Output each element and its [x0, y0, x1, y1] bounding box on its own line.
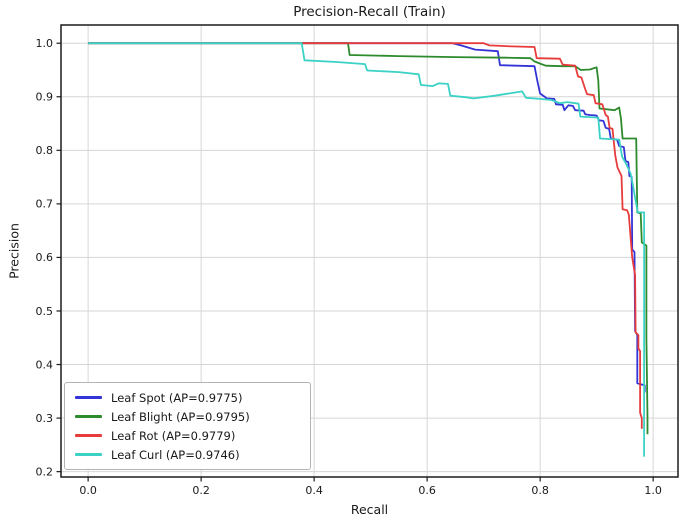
legend-label: Leaf Spot (AP=0.9775) [111, 390, 243, 405]
x-tick-label: 1.0 [644, 484, 662, 497]
x-tick-label: 0.2 [192, 484, 210, 497]
x-tick-label: 0.8 [531, 484, 549, 497]
legend-item-leaf-blight: Leaf Blight (AP=0.9795) [75, 410, 300, 424]
y-tick-label: 0.8 [36, 144, 54, 157]
legend-label: Leaf Curl (AP=0.9746) [111, 447, 240, 462]
plot-border [60, 24, 679, 478]
x-tick-label: 0.4 [305, 484, 323, 497]
chart-title: Precision-Recall (Train) [293, 4, 446, 20]
y-tick-label: 0.9 [36, 91, 54, 104]
y-tick-label: 0.7 [36, 198, 54, 211]
y-tick-label: 0.3 [36, 412, 54, 425]
series-line-leaf-curl [88, 42, 645, 457]
x-axis-label: Recall [350, 502, 389, 517]
legend-label: Leaf Rot (AP=0.9779) [111, 428, 236, 443]
legend-box: Leaf Spot (AP=0.9775) Leaf Blight (AP=0.9… [64, 382, 311, 470]
y-tick-label: 0.6 [36, 251, 54, 264]
x-tick-label: 0.0 [79, 484, 97, 497]
legend-label: Leaf Blight (AP=0.9795) [111, 409, 250, 424]
y-tick-label: 0.4 [36, 358, 54, 371]
legend-line-swatch [75, 396, 102, 399]
legend-line-swatch [75, 415, 102, 418]
x-tick-label: 0.6 [418, 484, 436, 497]
y-tick-label: 0.5 [36, 305, 54, 318]
legend-line-swatch [75, 434, 102, 437]
series-line-leaf-rot [88, 42, 643, 429]
y-tick-label: 1.0 [36, 37, 54, 50]
legend-line-swatch [75, 453, 102, 456]
series-line-leaf-blight [88, 42, 649, 435]
y-tick-label: 0.2 [36, 465, 54, 478]
legend-item-leaf-spot: Leaf Spot (AP=0.9775) [75, 391, 300, 405]
legend-item-leaf-curl: Leaf Curl (AP=0.9746) [75, 448, 300, 462]
legend-item-leaf-rot: Leaf Rot (AP=0.9779) [75, 429, 300, 443]
series-line-leaf-spot [88, 42, 646, 393]
